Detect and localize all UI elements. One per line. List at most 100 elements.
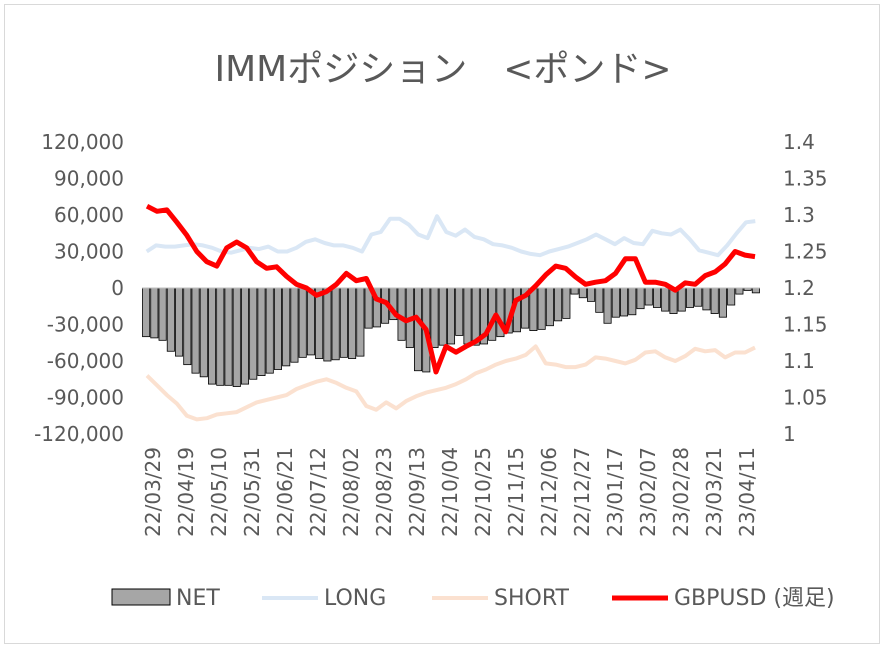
net-bar — [216, 287, 225, 386]
x-tick-label: 22/05/10 — [207, 447, 231, 537]
net-bar — [348, 287, 357, 359]
net-bar — [694, 287, 703, 307]
gbpusd-series-line — [145, 203, 756, 375]
net-bar — [175, 287, 184, 357]
net-bar — [232, 287, 241, 387]
net-bar — [199, 287, 208, 378]
net-bar — [545, 287, 554, 327]
left-tick-label: -30,000 — [47, 313, 124, 337]
net-bar — [603, 287, 612, 324]
right-tick-label: 1.15 — [783, 313, 828, 337]
x-tick-label: 22/08/23 — [372, 447, 396, 537]
left-axis: -120,000 -90,000 -60,000 -30,000 0 30,000 60,0… — [34, 130, 124, 446]
net-bar — [735, 287, 744, 295]
legend-short-label: SHORT — [494, 586, 570, 611]
net-bar — [685, 287, 694, 308]
x-tick-label: 22/12/27 — [570, 447, 594, 537]
net-bar — [455, 287, 464, 336]
x-tick-label: 22/05/31 — [240, 447, 264, 537]
net-bar — [183, 287, 192, 366]
left-tick-label: 90,000 — [54, 167, 124, 191]
net-bar — [306, 287, 315, 356]
net-bar — [702, 287, 711, 311]
legend-net-swatch — [111, 588, 171, 606]
x-axis-labels: 22/03/29 22/04/19 22/05/10 22/05/31 22/06/21… — [141, 447, 759, 537]
net-bar — [323, 287, 332, 362]
right-tick-label: 1.3 — [783, 203, 815, 227]
left-tick-label: 0 — [111, 276, 124, 300]
net-bar — [158, 287, 167, 341]
right-tick-label: 1.1 — [783, 349, 815, 373]
x-tick-label: 22/10/25 — [471, 447, 495, 537]
net-bar — [150, 287, 159, 339]
right-tick-label: 1 — [783, 422, 796, 446]
net-bars — [142, 287, 760, 387]
net-bar — [249, 287, 258, 380]
net-bar — [710, 287, 719, 314]
net-bar — [315, 287, 324, 359]
net-bar — [562, 287, 571, 319]
left-tick-label: -120,000 — [34, 422, 124, 446]
x-tick-label: 22/10/04 — [438, 447, 462, 537]
legend: NET LONG SHORT GBPUSD (週足) — [111, 586, 835, 611]
x-tick-label: 23/02/07 — [636, 447, 660, 537]
short-series-line — [145, 344, 756, 422]
net-bar — [224, 287, 233, 386]
net-bar — [628, 287, 637, 316]
net-bar — [554, 287, 563, 322]
net-bar — [282, 287, 291, 367]
net-bar — [620, 287, 629, 317]
net-bar — [595, 287, 604, 313]
net-bar — [570, 287, 579, 295]
x-tick-label: 22/07/12 — [306, 447, 330, 537]
net-bar — [578, 287, 587, 299]
x-tick-label: 22/12/06 — [537, 447, 561, 537]
x-tick-label: 22/09/13 — [405, 447, 429, 537]
net-bar — [356, 287, 365, 357]
net-bar — [652, 287, 662, 308]
right-tick-label: 1.05 — [783, 386, 828, 410]
net-bar — [438, 287, 447, 346]
left-tick-label: 120,000 — [41, 130, 124, 154]
x-tick-label: 23/02/28 — [669, 447, 693, 537]
net-bar — [611, 287, 620, 318]
right-axis: 1 1.05 1.1 1.15 1.2 1.25 1.3 1.35 1.4 — [783, 130, 828, 446]
net-bar — [727, 287, 736, 306]
legend-long-label: LONG — [324, 586, 386, 611]
net-bar — [636, 287, 645, 310]
net-bar — [257, 287, 266, 376]
net-bar — [587, 287, 596, 302]
net-bar — [265, 287, 274, 374]
left-tick-label: -60,000 — [47, 349, 124, 373]
net-bar — [208, 287, 217, 385]
x-tick-label: 22/08/02 — [339, 447, 363, 537]
right-tick-label: 1.2 — [783, 276, 815, 300]
x-tick-label: 23/04/11 — [735, 447, 759, 537]
right-tick-label: 1.35 — [783, 167, 828, 191]
net-bar — [529, 287, 538, 331]
x-tick-label: 22/06/21 — [273, 447, 297, 537]
left-tick-label: 30,000 — [54, 240, 124, 264]
right-tick-label: 1.4 — [783, 130, 815, 154]
net-bar — [191, 287, 200, 374]
net-bar — [677, 287, 686, 312]
legend-net-label: NET — [176, 586, 220, 611]
left-tick-label: -90,000 — [47, 386, 124, 410]
net-bar — [273, 287, 282, 370]
net-bar — [537, 287, 546, 330]
net-bar — [644, 287, 653, 306]
net-bar — [661, 287, 670, 312]
x-tick-label: 23/01/17 — [603, 447, 627, 537]
left-tick-label: 60,000 — [54, 203, 124, 227]
net-bar — [463, 287, 472, 345]
x-tick-label: 22/04/19 — [174, 447, 198, 537]
x-tick-label: 23/03/21 — [702, 447, 726, 537]
legend-gbpusd-label: GBPUSD (週足) — [674, 586, 835, 611]
net-bar — [290, 287, 299, 363]
net-bar — [166, 287, 175, 352]
net-bar — [414, 287, 423, 372]
net-bar — [240, 287, 250, 385]
net-bar — [718, 287, 727, 318]
long-series-line — [145, 214, 756, 258]
net-bar — [331, 287, 340, 361]
